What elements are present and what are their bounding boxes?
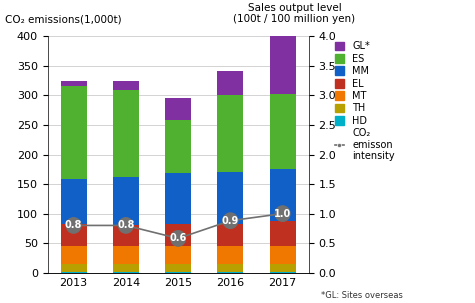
Bar (217, 264, 243, 271)
Bar (60, 264, 86, 271)
Bar (217, 172, 243, 224)
Bar (165, 271, 191, 273)
Bar (60, 81, 86, 86)
Bar (165, 246, 191, 264)
Bar (60, 271, 86, 273)
Bar (60, 179, 86, 224)
Ellipse shape (223, 213, 238, 228)
Ellipse shape (171, 231, 185, 246)
Ellipse shape (66, 218, 81, 233)
Bar (113, 246, 139, 264)
Legend: GL*, ES, MM, EL, MT, TH, HD, CO₂
emisson
intensity: GL*, ES, MM, EL, MT, TH, HD, CO₂ emisson… (334, 41, 395, 161)
Bar (165, 120, 191, 173)
Bar (165, 173, 191, 224)
Bar (113, 264, 139, 271)
Bar (269, 264, 295, 271)
Ellipse shape (276, 206, 290, 221)
Bar (60, 246, 86, 264)
Bar (269, 271, 295, 273)
Bar (113, 90, 139, 177)
Bar (113, 225, 139, 246)
Bar (269, 33, 295, 94)
Bar (269, 169, 295, 221)
Text: CO₂ emissions(1,000t): CO₂ emissions(1,000t) (5, 14, 122, 24)
Bar (165, 264, 191, 271)
Text: Sales output level
(100t / 100 million yen): Sales output level (100t / 100 million y… (233, 3, 356, 24)
Bar (60, 86, 86, 179)
Bar (113, 271, 139, 273)
Bar (269, 221, 295, 246)
Text: 0.9: 0.9 (222, 216, 239, 226)
Bar (217, 71, 243, 95)
Bar (113, 177, 139, 225)
Text: *GL: Sites overseas: *GL: Sites overseas (321, 291, 402, 300)
Bar (269, 94, 295, 169)
Bar (165, 224, 191, 246)
Ellipse shape (119, 218, 133, 233)
Bar (113, 81, 139, 90)
Text: 0.6: 0.6 (170, 233, 187, 243)
Text: 1.0: 1.0 (274, 208, 291, 219)
Bar (217, 95, 243, 172)
Bar (165, 98, 191, 120)
Bar (217, 271, 243, 273)
Bar (217, 224, 243, 246)
Bar (217, 246, 243, 264)
Bar (60, 224, 86, 246)
Bar (269, 246, 295, 264)
Text: 0.8: 0.8 (65, 220, 82, 231)
Text: 0.8: 0.8 (117, 220, 134, 231)
